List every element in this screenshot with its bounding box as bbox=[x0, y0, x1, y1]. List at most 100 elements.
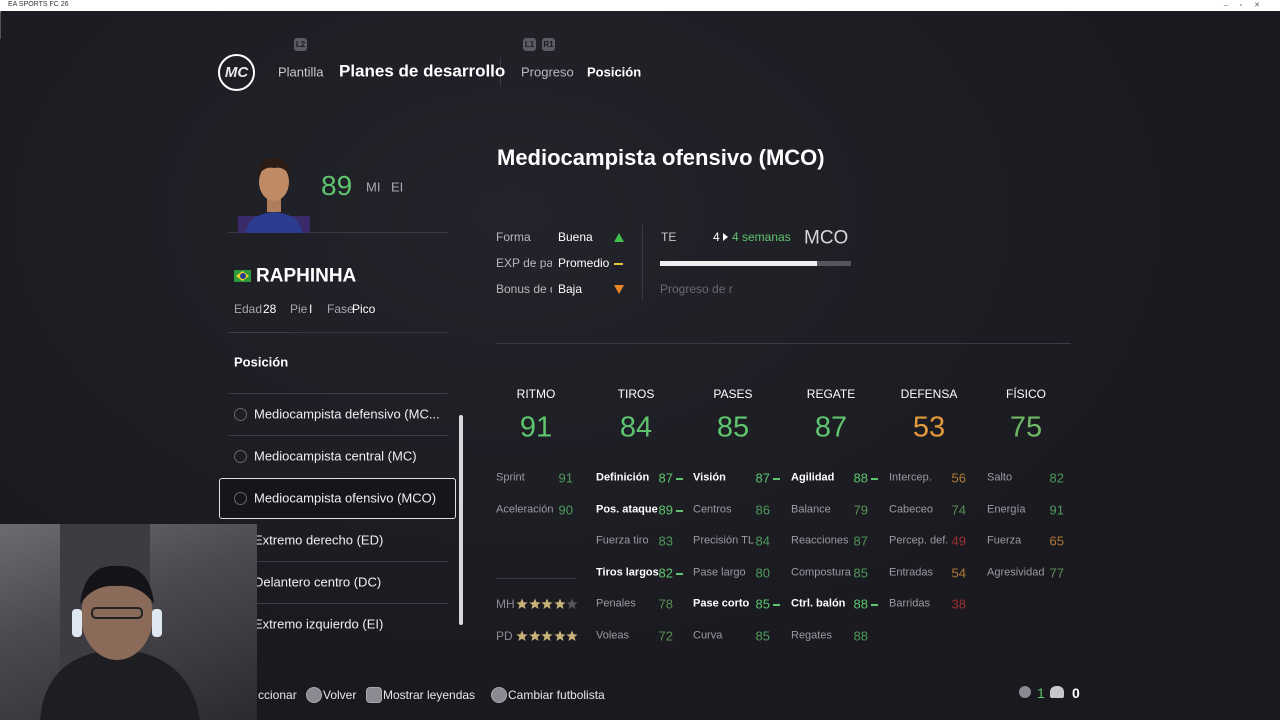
stat-value: 87 bbox=[853, 533, 868, 549]
attribute-value: 91 bbox=[519, 411, 553, 444]
stat-name: Intercep. bbox=[889, 471, 932, 484]
status-value: Baja bbox=[558, 282, 583, 296]
star bbox=[516, 598, 528, 609]
separator bbox=[0, 26, 1, 39]
stat-value: 85 bbox=[755, 596, 770, 612]
webcam-person bbox=[40, 524, 200, 720]
divider bbox=[228, 232, 448, 233]
stat-value: 86 bbox=[755, 502, 770, 518]
stat-name: Voleas bbox=[596, 629, 630, 642]
boost-indicator bbox=[676, 572, 683, 575]
counter: 0 bbox=[1072, 685, 1080, 701]
skill-label: MH bbox=[496, 597, 515, 611]
stat-name: Barridas bbox=[889, 597, 930, 610]
attribute-value: 53 bbox=[912, 411, 946, 444]
stat-value: 49 bbox=[951, 533, 966, 549]
radio-button bbox=[234, 492, 247, 505]
nav-subtab[interactable]: Progreso bbox=[521, 64, 574, 80]
info-label: Edad bbox=[234, 302, 263, 316]
attribute-name: REGATE bbox=[806, 387, 856, 401]
stat-name: Fuerza tiro bbox=[596, 534, 649, 547]
boost-indicator bbox=[871, 604, 878, 607]
nav-subtab-active[interactable]: Posición bbox=[587, 64, 642, 80]
stat-value: 84 bbox=[755, 533, 770, 549]
info-value: 28 bbox=[263, 302, 277, 316]
player-position: MI bbox=[366, 179, 381, 195]
detail-title: Mediocampista ofensivo (MCO) bbox=[497, 145, 825, 170]
star bbox=[516, 630, 528, 641]
status-label: Bonus de des bbox=[496, 283, 552, 295]
stat-name: Visión bbox=[693, 471, 726, 484]
attribute-name: RITMO bbox=[516, 387, 556, 401]
stat-name: Pos. ataque bbox=[596, 503, 658, 516]
position-option[interactable]: Extremo derecho (ED) bbox=[254, 532, 384, 548]
stat-name: Balance bbox=[791, 503, 831, 516]
position-option[interactable]: Extremo izquierdo (EI) bbox=[254, 616, 384, 632]
section-title: Posición bbox=[234, 354, 289, 370]
info-label: Fase bbox=[327, 302, 354, 316]
star bbox=[554, 630, 566, 641]
window-title-bar: EA SPORTS FC 26 –▫✕ bbox=[0, 0, 1280, 11]
stat-name: Aceleración bbox=[496, 503, 554, 516]
te-from: 4 bbox=[713, 230, 720, 244]
info-value: I bbox=[309, 302, 313, 316]
scrollbar-thumb[interactable] bbox=[459, 415, 463, 625]
stat-value: 88 bbox=[853, 628, 868, 644]
footer-action[interactable]: ccionar bbox=[258, 688, 297, 702]
position-option[interactable]: Delantero centro (DC) bbox=[254, 574, 382, 590]
button-hint: L1 bbox=[523, 38, 536, 51]
stat-name: Agilidad bbox=[791, 471, 835, 484]
stat-value: 72 bbox=[658, 628, 673, 644]
star bbox=[528, 630, 541, 641]
stat-value: 74 bbox=[951, 502, 966, 518]
attribute-name: FÍSICO bbox=[1005, 387, 1047, 401]
stat-name: Agresividad bbox=[987, 566, 1045, 579]
boost-indicator bbox=[773, 478, 780, 480]
stat-name: Sprint bbox=[496, 471, 525, 484]
nav-tab-active[interactable]: Planes de desarrollo bbox=[339, 61, 506, 81]
attribute-value: 87 bbox=[814, 411, 848, 444]
position-option[interactable]: Mediocampista central (MC) bbox=[254, 448, 417, 464]
stat-name: Curva bbox=[693, 629, 723, 642]
player-name: RAPHINHA bbox=[256, 265, 357, 287]
nav-tab[interactable]: Plantilla bbox=[278, 64, 324, 80]
stat-value: 82 bbox=[1049, 470, 1064, 486]
divider bbox=[496, 578, 576, 579]
stat-name: Pase largo bbox=[693, 566, 746, 579]
position-option[interactable]: Mediocampista ofensivo (MCO) bbox=[254, 490, 437, 506]
divider bbox=[228, 435, 448, 436]
stat-name: Tiros largos bbox=[596, 566, 659, 579]
divider bbox=[228, 332, 448, 333]
stat-name: Precisión TL bbox=[693, 534, 754, 547]
stat-value: 54 bbox=[951, 565, 966, 581]
footer-action[interactable]: Mostrar leyendas bbox=[383, 688, 476, 702]
attribute-value: 75 bbox=[1009, 411, 1043, 444]
radio-button bbox=[234, 408, 247, 421]
divider bbox=[228, 393, 448, 394]
te-position: MCO bbox=[804, 227, 849, 249]
nav-divider bbox=[500, 58, 501, 86]
stat-value: 65 bbox=[1049, 533, 1064, 549]
position-option[interactable]: Mediocampista defensivo (MC... bbox=[254, 406, 440, 422]
footer-action[interactable]: Volver bbox=[323, 688, 357, 702]
stat-value: 88 bbox=[853, 596, 868, 612]
arrow-icon bbox=[723, 233, 728, 241]
skill-label: PD bbox=[496, 628, 513, 643]
stat-value: 80 bbox=[755, 565, 770, 581]
stat-name: Fuerza bbox=[987, 534, 1022, 547]
club-logo: MC bbox=[218, 54, 255, 91]
window-controls[interactable]: –▫✕ bbox=[1223, 2, 1272, 9]
divider bbox=[228, 561, 448, 562]
boost-indicator bbox=[676, 478, 683, 480]
stat-name: Energía bbox=[987, 503, 1026, 516]
button-icon bbox=[491, 687, 507, 703]
star bbox=[566, 630, 578, 641]
footer-action[interactable]: Cambiar futbolista bbox=[508, 688, 605, 702]
attribute-name: DEFENSA bbox=[900, 387, 958, 401]
star bbox=[528, 598, 541, 609]
attribute-value: 84 bbox=[619, 411, 653, 444]
scrollbar[interactable] bbox=[459, 415, 463, 625]
stat-value: 78 bbox=[658, 596, 673, 612]
info-value: Pico bbox=[352, 302, 376, 316]
